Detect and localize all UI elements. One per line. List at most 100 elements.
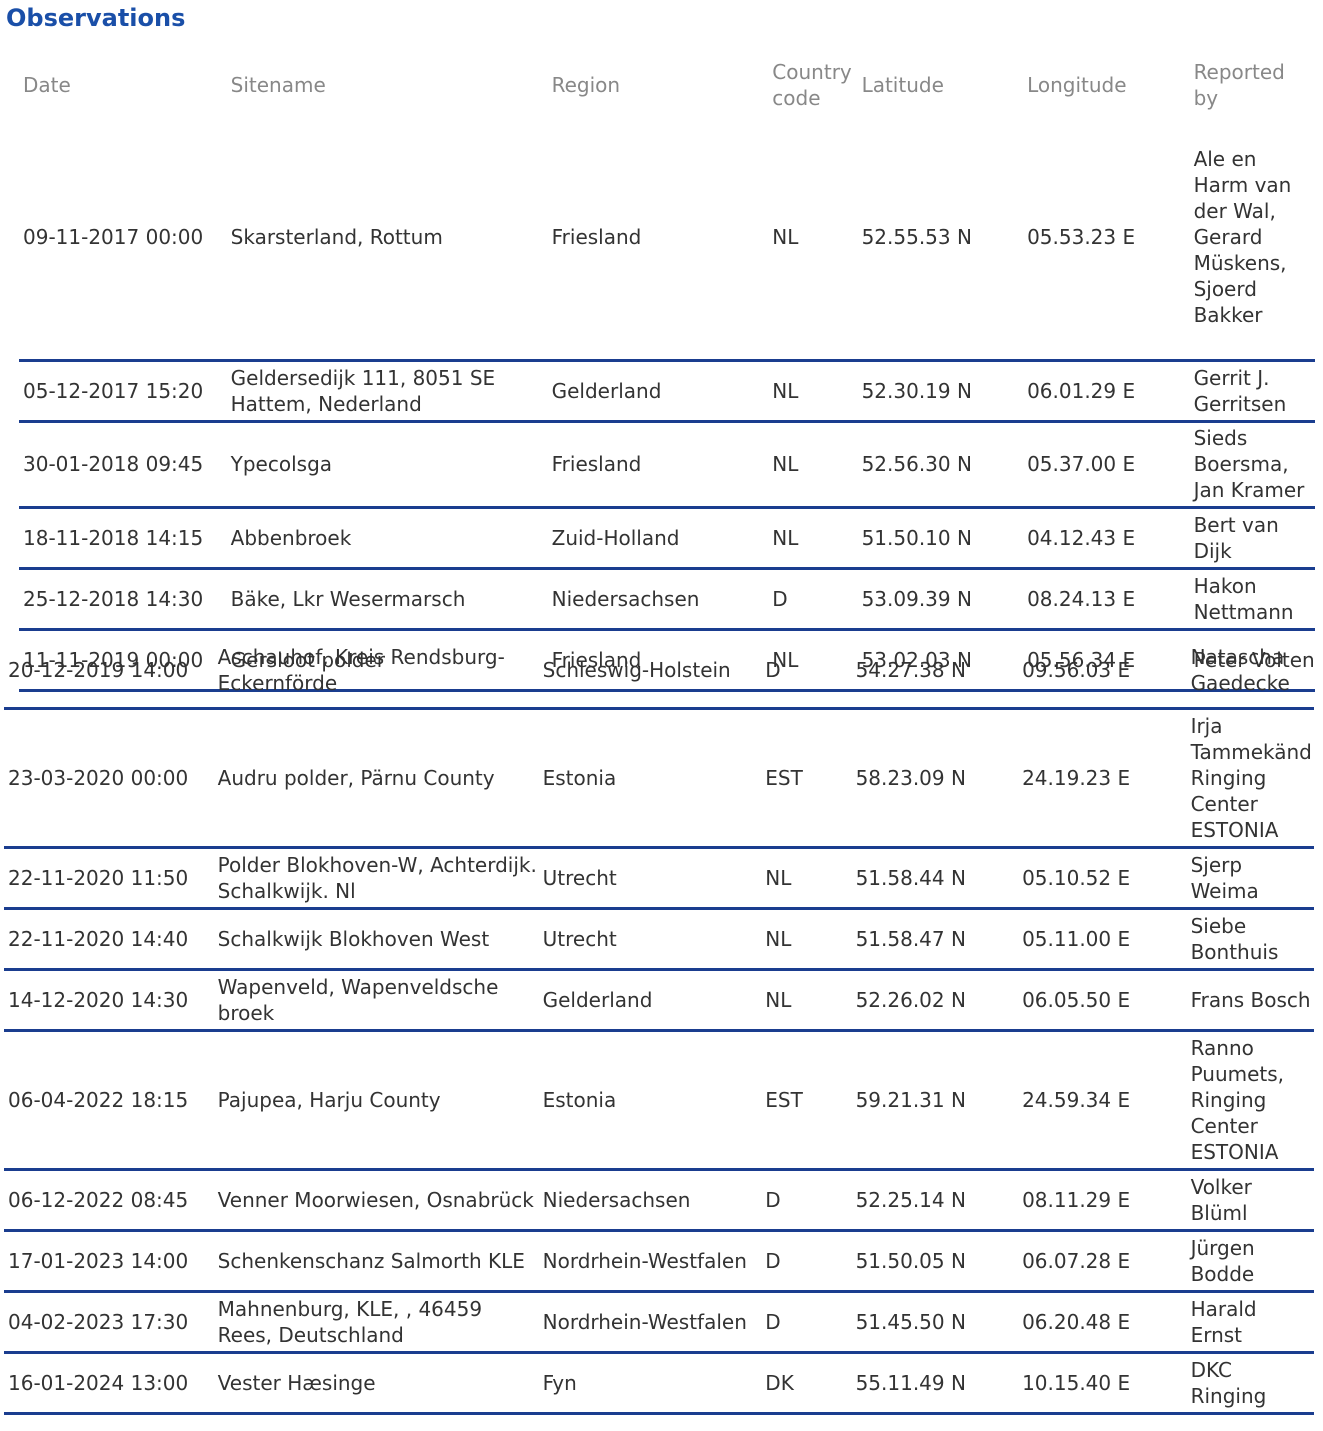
cell-reported-by: Ranno Puumets, Ringing Center ESTONIA	[1190, 1030, 1314, 1171]
cell-reported-by: Jürgen Bodde	[1190, 1230, 1314, 1293]
cell-latitude: 51.58.44 N	[855, 847, 1023, 910]
table-row: 17-01-2023 14:00 Schenkenschanz Salmorth …	[4, 1230, 1314, 1293]
cell-region: Fyn	[542, 1352, 766, 1415]
cell-latitude: 51.50.05 N	[855, 1230, 1023, 1293]
header-country-code: Country code	[772, 60, 852, 110]
cell-latitude: 59.21.31 N	[855, 1030, 1023, 1171]
table-row: 22-11-2020 14:40 Schalkwijk Blokhoven Wes…	[4, 908, 1314, 971]
header-date: Date	[23, 73, 71, 97]
cell-country-code: NL	[765, 969, 856, 1032]
cell-region: Zuid-Holland	[551, 507, 773, 570]
table-header-row: Date Sitename Region Country code Latitu…	[19, 58, 1315, 116]
table-row: 04-02-2023 17:30 Mahnenburg, KLE, , 46459…	[4, 1291, 1314, 1354]
cell-date: 14-12-2020 14:30	[4, 969, 218, 1032]
cell-longitude: 06.20.48 E	[1022, 1291, 1191, 1354]
cell-date: 25-12-2018 14:30	[19, 568, 231, 631]
cell-latitude: 52.26.02 N	[855, 969, 1023, 1032]
cell-longitude: 05.37.00 E	[1027, 421, 1194, 509]
cell-sitename: Schalkwijk Blokhoven West	[217, 908, 543, 971]
cell-country-code: D	[765, 1230, 856, 1293]
cell-country-code: NL	[772, 421, 862, 509]
cell-reported-by: Irja Tammekänd Ringing Center ESTONIA	[1190, 708, 1314, 849]
cell-date: 22-11-2020 14:40	[4, 908, 218, 971]
table-row: 06-12-2022 08:45 Venner Moorwiesen, Osnab…	[4, 1169, 1314, 1232]
cell-country-code: EST	[765, 708, 856, 849]
cell-date: 22-11-2020 11:50	[4, 847, 218, 910]
table-row: 18-11-2018 14:15 Abbenbroek Zuid-Holland NL…	[19, 507, 1315, 570]
cell-region: Schleswig-Holstein	[542, 634, 766, 710]
table-row: 20-12-2019 14:00 Aschauhof, Kreis Rendsbu…	[4, 634, 1314, 710]
cell-longitude: 06.01.29 E	[1027, 360, 1194, 423]
cell-sitename: Pajupea, Harju County	[217, 1030, 543, 1171]
cell-date: 06-04-2022 18:15	[4, 1030, 218, 1171]
cell-reported-by: Harald Ernst	[1190, 1291, 1314, 1354]
cell-longitude: 09.56.03 E	[1022, 634, 1191, 710]
table-row: 16-01-2024 13:00 Vester Hæsinge Fyn DK 55.11…	[4, 1352, 1314, 1415]
cell-sitename: Vester Hæsinge	[217, 1352, 543, 1415]
cell-region: Estonia	[542, 708, 766, 849]
cell-reported-by: Hakon Nettmann	[1193, 568, 1315, 631]
cell-sitename: Audru polder, Pärnu County	[217, 708, 543, 849]
cell-longitude: 08.24.13 E	[1027, 568, 1194, 631]
cell-date: 18-11-2018 14:15	[19, 507, 231, 570]
observations-table-part-2: 20-12-2019 14:00 Aschauhof, Kreis Rendsbu…	[4, 634, 1314, 1415]
cell-sitename: Geldersedijk 111, 8051 SE Hattem, Nederl…	[230, 360, 552, 423]
cell-date: 06-12-2022 08:45	[4, 1169, 218, 1232]
cell-country-code: EST	[765, 1030, 856, 1171]
cell-reported-by: Bert van Dijk	[1193, 507, 1315, 570]
page-title: Observations	[6, 4, 186, 32]
cell-latitude: 55.11.49 N	[855, 1352, 1023, 1415]
cell-region: Nordrhein-Westfalen	[542, 1230, 766, 1293]
cell-longitude: 04.12.43 E	[1027, 507, 1194, 570]
header-latitude: Latitude	[861, 73, 944, 97]
cell-date: 05-12-2017 15:20	[19, 360, 231, 423]
cell-latitude: 52.25.14 N	[855, 1169, 1023, 1232]
cell-country-code: DK	[765, 1352, 856, 1415]
cell-region: Gelderland	[551, 360, 773, 423]
cell-country-code: NL	[772, 116, 862, 362]
cell-date: 04-02-2023 17:30	[4, 1291, 218, 1354]
cell-date: 09-11-2017 00:00	[19, 116, 231, 362]
cell-reported-by: Siebe Bonthuis	[1190, 908, 1314, 971]
cell-date: 16-01-2024 13:00	[4, 1352, 218, 1415]
header-reported-by: Reported by	[1193, 60, 1285, 110]
cell-sitename: Ypecolsga	[230, 421, 552, 509]
cell-date: 20-12-2019 14:00	[4, 634, 218, 710]
cell-region: Niedersachsen	[542, 1169, 766, 1232]
cell-reported-by: Natascha Gaedecke	[1190, 634, 1314, 710]
cell-longitude: 10.15.40 E	[1022, 1352, 1191, 1415]
table-row: 25-12-2018 14:30 Bäke, Lkr Wesermarsch Nie…	[19, 568, 1315, 631]
cell-region: Utrecht	[542, 908, 766, 971]
cell-region: Gelderland	[542, 969, 766, 1032]
table-row: 30-01-2018 09:45 Ypecolsga Friesland NL 52.5…	[19, 421, 1315, 509]
cell-reported-by: Sieds Boersma, Jan Kramer	[1193, 421, 1315, 509]
cell-latitude: 58.23.09 N	[855, 708, 1023, 849]
table-row: 22-11-2020 11:50 Polder Blokhoven-W, Acht…	[4, 847, 1314, 910]
cell-latitude: 51.58.47 N	[855, 908, 1023, 971]
header-sitename: Sitename	[230, 73, 326, 97]
cell-country-code: NL	[765, 908, 856, 971]
cell-country-code: D	[765, 634, 856, 710]
cell-sitename: Polder Blokhoven-W, Achterdijk. Schalkwi…	[217, 847, 543, 910]
header-region: Region	[551, 73, 621, 97]
cell-date: 17-01-2023 14:00	[4, 1230, 218, 1293]
cell-longitude: 24.19.23 E	[1022, 708, 1191, 849]
cell-longitude: 05.11.00 E	[1022, 908, 1191, 971]
cell-country-code: D	[765, 1169, 856, 1232]
cell-country-code: NL	[765, 847, 856, 910]
cell-sitename: Schenkenschanz Salmorth KLE	[217, 1230, 543, 1293]
cell-latitude: 52.55.53 N	[861, 116, 1028, 362]
cell-sitename: Venner Moorwiesen, Osnabrück	[217, 1169, 543, 1232]
cell-reported-by: Gerrit J. Gerritsen	[1193, 360, 1315, 423]
cell-region: Friesland	[551, 116, 773, 362]
cell-latitude: 51.50.10 N	[861, 507, 1028, 570]
cell-latitude: 52.30.19 N	[861, 360, 1028, 423]
table-row: 05-12-2017 15:20 Geldersedijk 111, 8051 S…	[19, 360, 1315, 423]
cell-longitude: 24.59.34 E	[1022, 1030, 1191, 1171]
table-row: 23-03-2020 00:00 Audru polder, Pärnu Coun…	[4, 708, 1314, 849]
cell-latitude: 53.09.39 N	[861, 568, 1028, 631]
cell-sitename: Mahnenburg, KLE, , 46459 Rees, Deutschla…	[217, 1291, 543, 1354]
cell-reported-by: Sjerp Weima	[1190, 847, 1314, 910]
cell-region: Friesland	[551, 421, 773, 509]
cell-sitename: Wapenveld, Wapenveldsche broek	[217, 969, 543, 1032]
